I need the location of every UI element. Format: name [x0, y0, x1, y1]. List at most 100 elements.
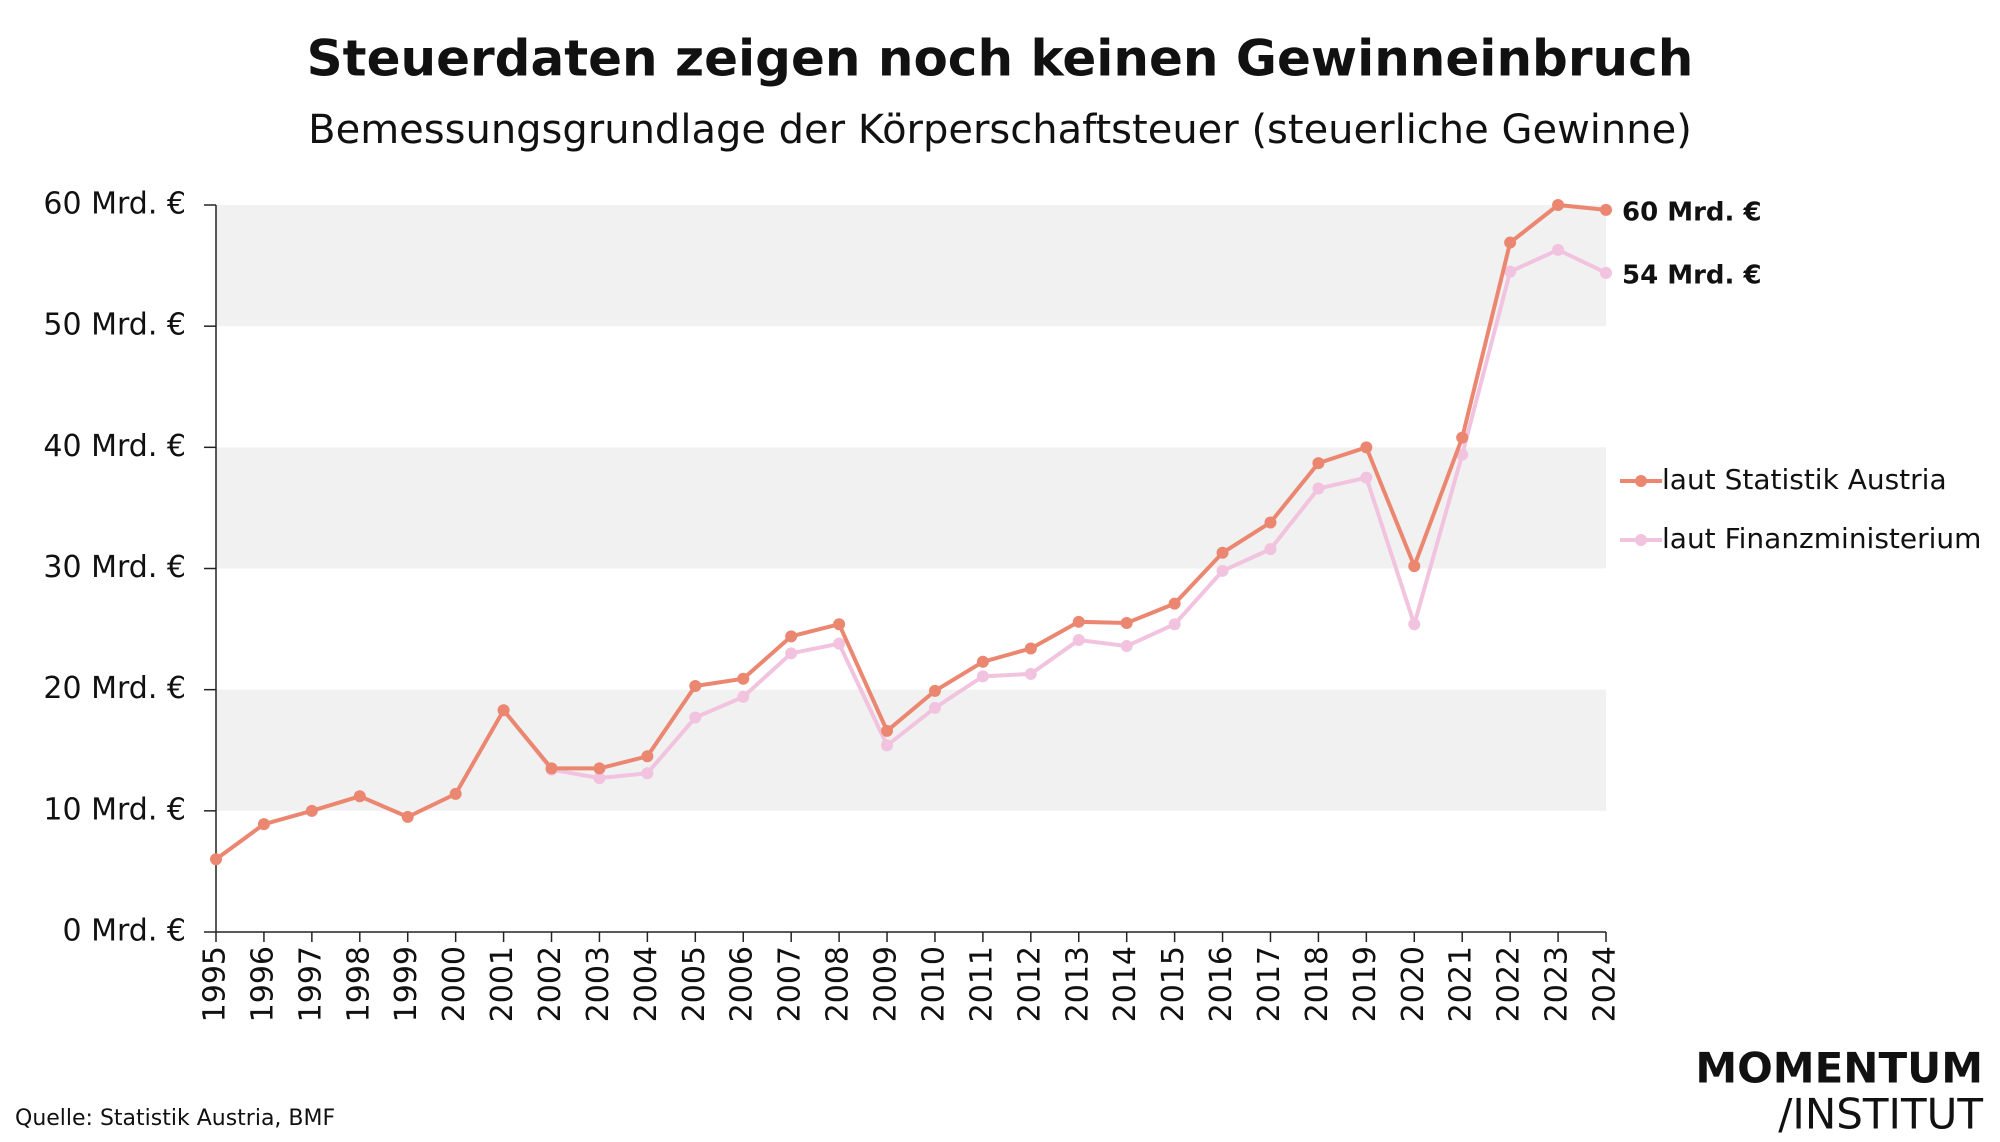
- x-tick-label: 2003: [581, 946, 616, 1022]
- data-point: [1264, 543, 1277, 556]
- data-point: [1504, 265, 1517, 278]
- x-tick-label: 2014: [1108, 946, 1143, 1022]
- x-tick-label: 2012: [1012, 946, 1047, 1022]
- data-point: [1168, 618, 1181, 631]
- y-tick-label: 20 Mrd. €: [43, 671, 186, 706]
- x-tick-label: 2002: [533, 946, 568, 1022]
- data-point: [1456, 431, 1469, 444]
- y-tick-label: 30 Mrd. €: [43, 550, 186, 585]
- data-point: [881, 724, 894, 737]
- x-tick-label: 2000: [437, 946, 472, 1022]
- x-tick-label: 2001: [485, 946, 520, 1022]
- x-tick-label: 2010: [916, 946, 951, 1022]
- x-tick-label: 2022: [1492, 946, 1527, 1022]
- data-point: [1360, 471, 1373, 484]
- legend-label: laut Statistik Austria: [1662, 463, 1947, 496]
- data-point: [545, 762, 558, 775]
- data-point: [353, 790, 366, 803]
- data-point: [689, 711, 702, 724]
- x-tick-label: 2011: [964, 946, 999, 1022]
- x-tick-label: 1995: [198, 946, 233, 1022]
- legend-swatch: [1635, 534, 1647, 546]
- x-tick-label: 2007: [773, 946, 808, 1022]
- data-point: [1408, 618, 1421, 631]
- x-tick-label: 2009: [869, 946, 904, 1022]
- data-point: [1504, 236, 1517, 249]
- x-tick-label: 2015: [1156, 946, 1191, 1022]
- source: Quelle: Statistik Austria, BMF: [15, 1106, 335, 1131]
- data-point: [1312, 457, 1325, 470]
- value-label: 54 Mrd. €: [1622, 260, 1762, 290]
- y-tick-label: 60 Mrd. €: [43, 187, 186, 222]
- x-tick-label: 2019: [1348, 946, 1383, 1022]
- logo: MOMENTUM: [1695, 1044, 1983, 1093]
- series-line: [214, 202, 1607, 861]
- data-point: [689, 680, 702, 693]
- x-tick-label: 2016: [1204, 946, 1239, 1022]
- data-point: [976, 655, 989, 668]
- legend-swatch: [1635, 475, 1647, 487]
- x-tick-label: 2017: [1252, 946, 1287, 1022]
- data-point: [593, 762, 606, 775]
- y-tick-label: 0 Mrd. €: [62, 914, 186, 949]
- chart-subtitle: Bemessungsgrundlage der Körperschaftsteu…: [308, 107, 1692, 153]
- x-tick-label: 1996: [245, 946, 280, 1022]
- data-point: [881, 739, 894, 752]
- data-point: [497, 704, 510, 717]
- data-point: [833, 637, 846, 650]
- y-tick-label: 50 Mrd. €: [43, 308, 186, 343]
- data-point: [1120, 640, 1133, 653]
- data-point: [1024, 642, 1037, 655]
- data-point: [1552, 243, 1565, 256]
- x-tick-label: 1997: [293, 946, 328, 1022]
- data-point: [1408, 560, 1421, 573]
- data-point: [1456, 448, 1469, 461]
- x-tick-label: 2005: [677, 946, 712, 1022]
- data-point: [210, 853, 222, 866]
- data-point: [928, 701, 941, 714]
- x-tick-label: 1999: [389, 946, 424, 1022]
- data-point: [257, 818, 270, 831]
- data-point: [1312, 482, 1325, 495]
- legend-label: laut Finanzministerium: [1662, 522, 1981, 555]
- data-point: [1600, 266, 1612, 279]
- data-point: [641, 750, 654, 763]
- x-tick-label: 2021: [1444, 946, 1479, 1022]
- data-point: [1120, 617, 1133, 630]
- grid-band: [216, 689, 1606, 811]
- data-point: [976, 670, 989, 683]
- data-point: [737, 672, 750, 685]
- data-point: [1552, 199, 1565, 211]
- data-point: [305, 804, 318, 817]
- grid-band: [216, 205, 1606, 327]
- x-tick-label: 1998: [341, 946, 376, 1022]
- value-label: 60 Mrd. €: [1622, 197, 1762, 227]
- data-point: [1216, 546, 1229, 559]
- data-point: [1168, 597, 1181, 610]
- x-tick-label: 2006: [725, 946, 760, 1022]
- data-point: [641, 767, 654, 780]
- data-point: [1072, 615, 1085, 628]
- data-point: [1600, 203, 1612, 216]
- x-tick-label: 2023: [1540, 946, 1575, 1022]
- x-tick-label: 2018: [1300, 946, 1335, 1022]
- grid-band: [216, 447, 1606, 569]
- data-point: [1024, 667, 1037, 680]
- x-tick-label: 2013: [1060, 946, 1095, 1022]
- x-tick-label: 2020: [1396, 946, 1431, 1022]
- data-point: [785, 647, 798, 660]
- x-tick-label: 2008: [821, 946, 856, 1022]
- x-tick-label: 2024: [1588, 946, 1623, 1022]
- data-point: [1072, 633, 1085, 646]
- y-tick-label: 40 Mrd. €: [43, 429, 186, 464]
- data-point: [833, 618, 846, 631]
- x-tick-label: 2004: [629, 946, 664, 1022]
- data-point: [928, 684, 941, 697]
- logo: /INSTITUT: [1778, 1090, 1983, 1139]
- data-point: [1360, 441, 1373, 454]
- data-point: [449, 787, 462, 800]
- data-point: [1264, 516, 1277, 529]
- data-point: [401, 810, 414, 823]
- data-point: [1216, 564, 1229, 577]
